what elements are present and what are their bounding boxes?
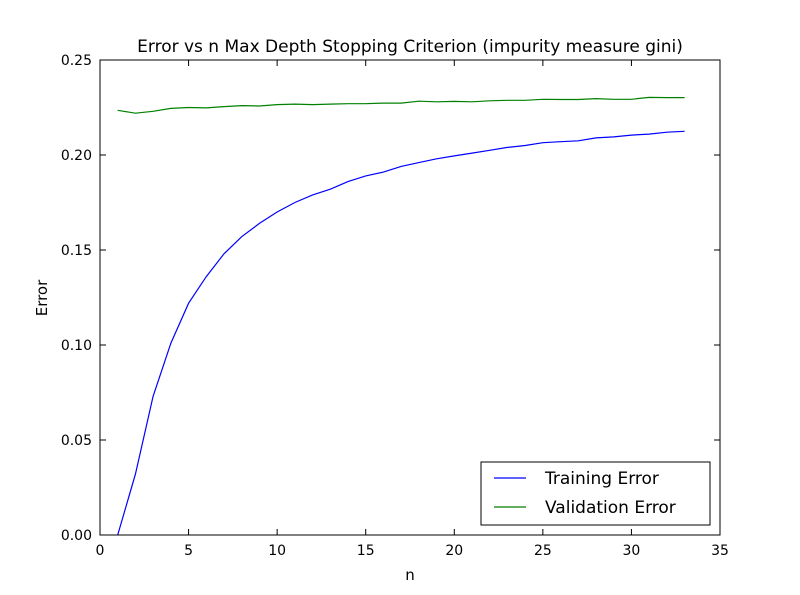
x-tick-label: 35	[711, 543, 729, 559]
x-tick-label: 20	[445, 543, 463, 559]
x-tick-label: 15	[357, 543, 375, 559]
series-line-training-error	[117, 130, 685, 536]
series-lines	[117, 96, 685, 536]
legend-box	[480, 461, 711, 526]
series-line-validation-error	[117, 96, 685, 114]
legend-label-training: Training Error	[544, 469, 659, 489]
x-tick-label: 0	[96, 543, 105, 559]
x-tick-label: 10	[268, 543, 286, 559]
y-tick-label: 0.25	[61, 53, 92, 69]
legend-label-validation: Validation Error	[545, 498, 676, 518]
y-tick-label: 0.05	[61, 433, 92, 449]
legend: Training Error Validation Error	[480, 461, 711, 526]
plot-frame	[99, 59, 721, 536]
x-axis-label: n	[405, 566, 415, 584]
x-tick-label: 30	[623, 543, 641, 559]
y-tick-label: 0.20	[61, 148, 92, 164]
axis-ticks: 0 5 10 15 20 25 30 35 0.00 0.05 0.10 0.15 0.20 0.25	[61, 53, 729, 559]
y-tick-label: 0.10	[61, 338, 92, 354]
y-axis-label: Error	[33, 279, 51, 316]
y-tick-label: 0.00	[61, 528, 92, 544]
chart-title: Error vs n Max Depth Stopping Criterion …	[137, 37, 683, 57]
x-tick-label: 5	[184, 543, 193, 559]
y-tick-label: 0.15	[61, 243, 92, 259]
x-tick-label: 25	[534, 543, 552, 559]
